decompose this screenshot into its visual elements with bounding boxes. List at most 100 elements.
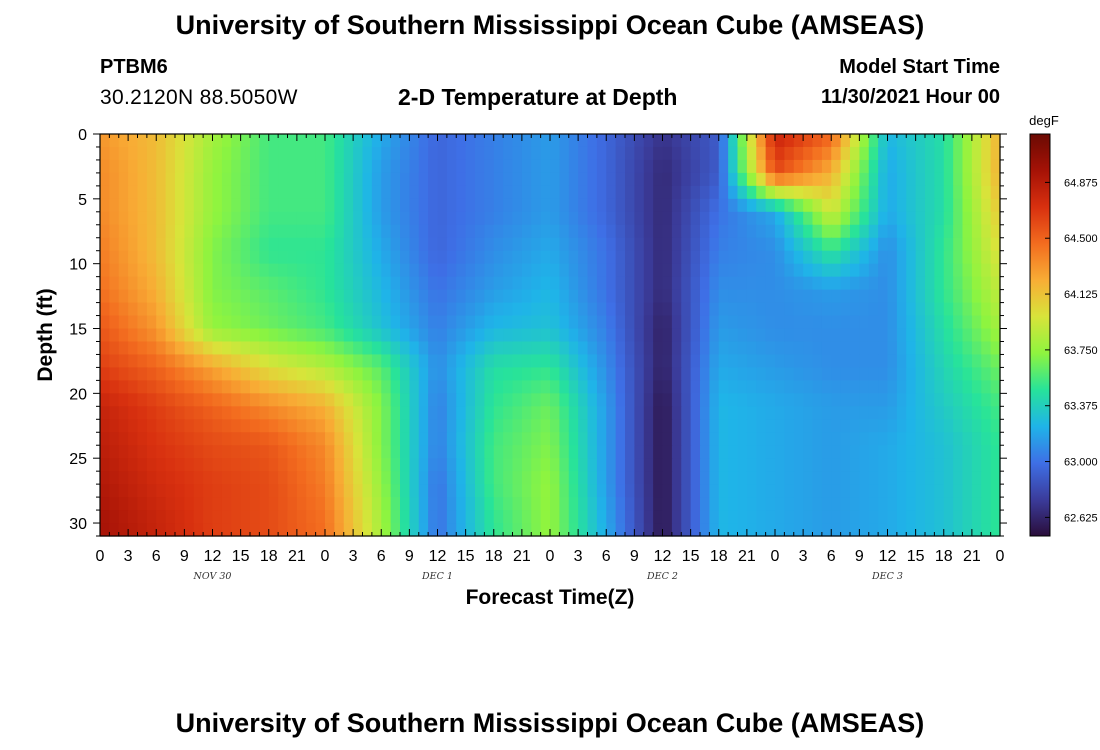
heatmap-cell xyxy=(128,302,139,317)
heatmap-cell xyxy=(615,458,626,472)
heatmap-cell xyxy=(606,315,617,330)
heatmap-cell xyxy=(690,302,701,317)
heatmap-cell xyxy=(681,172,692,187)
heatmap-cell xyxy=(840,328,851,343)
heatmap-cell xyxy=(953,510,964,524)
heatmap-cell xyxy=(521,263,532,278)
heatmap-cell xyxy=(137,367,148,381)
heatmap-cell xyxy=(456,484,467,498)
heatmap-cell xyxy=(137,224,148,239)
heatmap-cell xyxy=(943,250,954,265)
heatmap-cell xyxy=(578,263,589,278)
heatmap-cell xyxy=(793,497,804,511)
heatmap-cell xyxy=(681,393,692,407)
heatmap-cell xyxy=(146,445,157,459)
heatmap-cell xyxy=(278,315,289,330)
heatmap-cell xyxy=(390,484,401,498)
heatmap-cell xyxy=(334,419,345,433)
heatmap-cell xyxy=(334,367,345,381)
heatmap-cell xyxy=(850,328,860,343)
heatmap-cell xyxy=(934,146,945,161)
heatmap-cell xyxy=(156,510,167,524)
heatmap-cell xyxy=(306,497,317,511)
heatmap-cell xyxy=(915,134,926,148)
heatmap-cell xyxy=(203,419,214,433)
heatmap-cell xyxy=(146,406,157,420)
heatmap-cell xyxy=(906,380,917,394)
heatmap-cell xyxy=(606,380,617,394)
heatmap-cell xyxy=(990,393,1001,407)
heatmap-cell xyxy=(625,185,635,200)
heatmap-cell xyxy=(259,185,270,200)
heatmap-cell xyxy=(578,134,589,148)
heatmap-cell xyxy=(653,146,664,161)
heatmap-cell xyxy=(568,276,579,291)
heatmap-cell xyxy=(943,328,954,343)
heatmap-cell xyxy=(259,276,270,291)
heatmap-cell xyxy=(990,328,1001,343)
heatmap-cell xyxy=(878,354,889,369)
heatmap-cell xyxy=(756,419,767,433)
heatmap-cell xyxy=(784,159,795,174)
heatmap-cell xyxy=(821,159,832,174)
heatmap-cell xyxy=(381,406,392,420)
heatmap-cell xyxy=(306,419,317,433)
heatmap-cell xyxy=(371,380,382,394)
heatmap-cell xyxy=(456,198,467,213)
heatmap-cell xyxy=(484,445,495,459)
heatmap-cell xyxy=(596,237,607,252)
heatmap-cell xyxy=(203,432,214,446)
heatmap-cell xyxy=(203,484,214,498)
heatmap-cell xyxy=(465,471,476,485)
heatmap-cell xyxy=(231,380,242,394)
heatmap-cell xyxy=(606,458,617,472)
heatmap-cell xyxy=(418,185,429,200)
x-axis-label: Forecast Time(Z) xyxy=(466,586,635,609)
heatmap-cell xyxy=(859,237,870,252)
heatmap-cell xyxy=(325,237,335,252)
heatmap-cell xyxy=(803,146,814,161)
heatmap-cell xyxy=(831,380,842,394)
heatmap-cell xyxy=(981,484,992,498)
heatmap-cell xyxy=(868,497,879,511)
heatmap-cell xyxy=(353,198,364,213)
heatmap-cell xyxy=(821,211,832,226)
heatmap-cell xyxy=(371,289,382,304)
heatmap-cell xyxy=(503,211,514,226)
heatmap-cell xyxy=(962,315,973,330)
heatmap-cell xyxy=(521,302,532,317)
heatmap-cell xyxy=(456,315,467,330)
heatmap-cell xyxy=(606,250,617,265)
heatmap-cell xyxy=(653,185,664,200)
heatmap-cell xyxy=(165,380,176,394)
heatmap-cell xyxy=(578,185,589,200)
heatmap-cell xyxy=(400,302,410,317)
heatmap-cell xyxy=(315,250,326,265)
heatmap-cell xyxy=(371,432,382,446)
heatmap-cell xyxy=(793,302,804,317)
heatmap-cell xyxy=(465,367,476,381)
heatmap-cell xyxy=(400,458,410,472)
heatmap-cell xyxy=(221,289,232,304)
heatmap-cell xyxy=(812,224,823,239)
heatmap-cell xyxy=(596,134,607,148)
heatmap-cell xyxy=(662,263,673,278)
heatmap-cell xyxy=(812,497,823,511)
heatmap-cell xyxy=(831,406,842,420)
heatmap-cell xyxy=(615,302,626,317)
heatmap-cell xyxy=(568,406,579,420)
heatmap-cell xyxy=(568,134,579,148)
heatmap-cell xyxy=(643,134,654,148)
heatmap-cell xyxy=(784,302,795,317)
heatmap-cell xyxy=(325,211,335,226)
heatmap-cell xyxy=(400,185,410,200)
heatmap-cell xyxy=(212,302,223,317)
heatmap-cell xyxy=(353,263,364,278)
heatmap-cell xyxy=(128,367,139,381)
heatmap-cell xyxy=(746,484,757,498)
heatmap-cell xyxy=(193,211,204,226)
heatmap-cell xyxy=(643,328,654,343)
heatmap-cell xyxy=(765,380,776,394)
heatmap-cell xyxy=(840,224,851,239)
heatmap-cell xyxy=(662,458,673,472)
